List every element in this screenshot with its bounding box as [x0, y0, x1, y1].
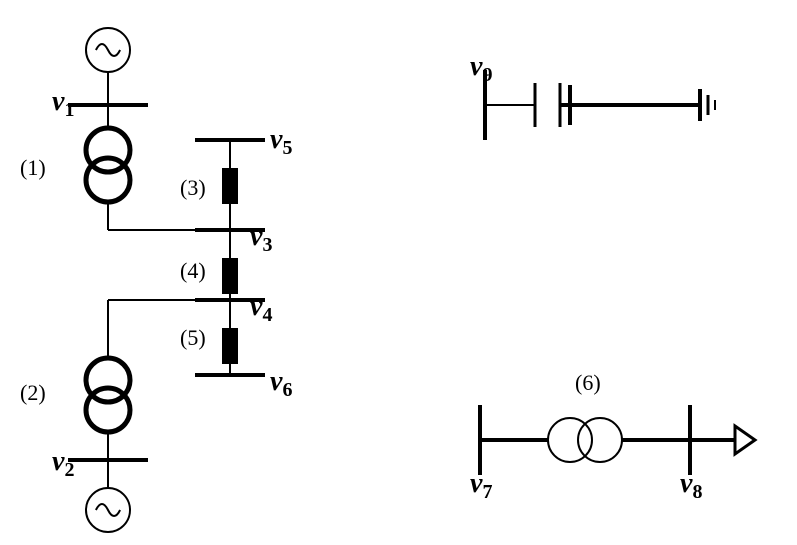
node-label-v4: v4	[250, 291, 272, 326]
node-label-v2: v2	[52, 446, 74, 481]
node-label-v8: v8	[680, 468, 702, 503]
node-label-v5: v5	[270, 124, 292, 159]
component-label-c1: (1)	[20, 155, 46, 180]
node-label-v9: v9	[470, 51, 492, 86]
node-label-v3: v3	[250, 221, 272, 256]
power-system-diagram: v1 v2 v3 v4 v5 v6 v7 v8 v9 (1) (2) (3) (4) (5) (6)	[0, 0, 797, 545]
component-label-c2: (2)	[20, 380, 46, 405]
node-label-v1: v1	[52, 86, 74, 121]
component-label-c3: (3)	[180, 175, 206, 200]
node-label-v6: v6	[270, 366, 292, 401]
node-label-v7: v7	[470, 468, 492, 503]
component-label-c5: (5)	[180, 325, 206, 350]
component-label-c4: (4)	[180, 258, 206, 283]
component-label-c6: (6)	[575, 370, 601, 395]
